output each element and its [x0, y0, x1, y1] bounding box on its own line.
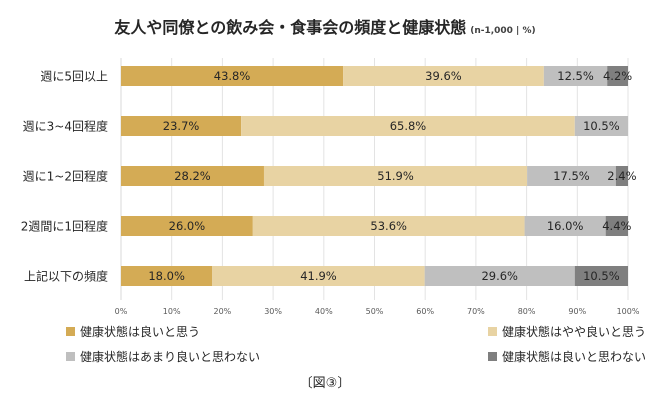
data-label: 41.9%	[300, 269, 337, 283]
data-label: 17.5%	[553, 169, 590, 183]
legend-item: 健康状態はあまり良いと思わない	[66, 348, 260, 365]
chart-title-main: 友人や同僚との飲み会・食事会の頻度と健康状態	[114, 18, 467, 37]
bar-segment	[252, 216, 525, 236]
data-label: 26.0%	[169, 219, 206, 233]
data-label: 29.6%	[481, 269, 518, 283]
category-label: 週に3~4回程度	[23, 119, 108, 134]
data-label: 43.8%	[214, 69, 251, 83]
data-label: 2.4%	[607, 169, 636, 183]
legend-swatch	[488, 327, 497, 336]
data-label: 65.8%	[390, 119, 427, 133]
legend-label: 健康状態はやや良いと思う	[502, 325, 647, 339]
data-label: 10.5%	[583, 269, 620, 283]
x-tick-label: 60%	[416, 307, 434, 316]
x-tick-label: 0%	[115, 307, 128, 316]
stacked-bar-chart: 43.8% 39.6% 12.5% 4.2% 23.7% 65.8% 10.5% 28.2% 5…	[21, 58, 640, 316]
legend-label: 健康状態は良いと思わない	[502, 350, 647, 364]
bar-segment	[574, 116, 628, 136]
bar-segment	[121, 266, 213, 286]
bar-segment	[543, 66, 608, 86]
bar-segment	[121, 116, 242, 136]
figure-caption: 〔図③〕	[299, 376, 351, 391]
data-label: 10.5%	[583, 119, 620, 133]
x-tick-label: 80%	[518, 307, 536, 316]
bar-segment	[615, 166, 628, 186]
x-tick-labels: 0% 10% 20% 30% 40% 50% 60% 70% 80% 90% 100%	[115, 307, 640, 316]
data-label: 53.6%	[370, 219, 407, 233]
data-label: 23.7%	[163, 119, 200, 133]
bar-segment	[524, 216, 606, 236]
data-label: 4.4%	[602, 219, 631, 233]
bar-segment	[263, 166, 528, 186]
data-label: 12.5%	[557, 69, 594, 83]
x-tick-label: 10%	[163, 307, 181, 316]
legend-swatch	[66, 352, 75, 361]
data-label: 4.2%	[603, 69, 632, 83]
x-tick-label: 100%	[617, 307, 640, 316]
legend-label: 健康状態は良いと思う	[80, 325, 201, 339]
legend-swatch	[488, 352, 497, 361]
bar-segment	[241, 116, 575, 136]
data-label: 28.2%	[174, 169, 211, 183]
bar-segment	[605, 216, 628, 236]
bar-segment	[607, 66, 628, 86]
data-label: 39.6%	[425, 69, 462, 83]
x-tick-label: 40%	[315, 307, 333, 316]
category-label: 2週間に1回程度	[21, 219, 108, 234]
legend-swatch	[66, 327, 75, 336]
category-label: 週に1~2回程度	[23, 169, 108, 184]
value-labels: 43.8% 39.6% 12.5% 4.2% 23.7% 65.8% 10.5% 28.2% 5…	[148, 69, 636, 283]
legend-label: 健康状態はあまり良いと思わない	[80, 350, 261, 364]
chart-title: 友人や同僚との飲み会・食事会の頻度と健康状態 (n-1,000 | %)	[0, 14, 650, 38]
data-label: 16.0%	[547, 219, 584, 233]
bars	[121, 66, 628, 286]
legend-item: 健康状態は良いと思う	[66, 323, 200, 340]
x-tick-label: 70%	[467, 307, 485, 316]
category-label: 上記以下の頻度	[24, 269, 108, 284]
bar-segment	[527, 166, 616, 186]
x-tick-label: 90%	[568, 307, 586, 316]
legend-item: 健康状態は良いと思わない	[488, 348, 646, 365]
x-tick-label: 50%	[366, 307, 384, 316]
data-label: 51.9%	[377, 169, 414, 183]
category-label: 週に5回以上	[40, 70, 108, 84]
legend-item: 健康状態はやや良いと思う	[488, 323, 646, 340]
bar-segment	[212, 266, 425, 286]
x-tick-label: 30%	[264, 307, 282, 316]
bar-segment	[343, 66, 544, 86]
bar-segment	[121, 216, 253, 236]
bar-segment	[574, 266, 628, 286]
data-label: 18.0%	[148, 269, 185, 283]
x-tick-label: 20%	[214, 307, 232, 316]
bar-segment	[121, 66, 344, 86]
bar-segment	[424, 266, 575, 286]
chart-subtitle: (n-1,000 | %)	[470, 26, 536, 36]
bar-segment	[121, 166, 264, 186]
